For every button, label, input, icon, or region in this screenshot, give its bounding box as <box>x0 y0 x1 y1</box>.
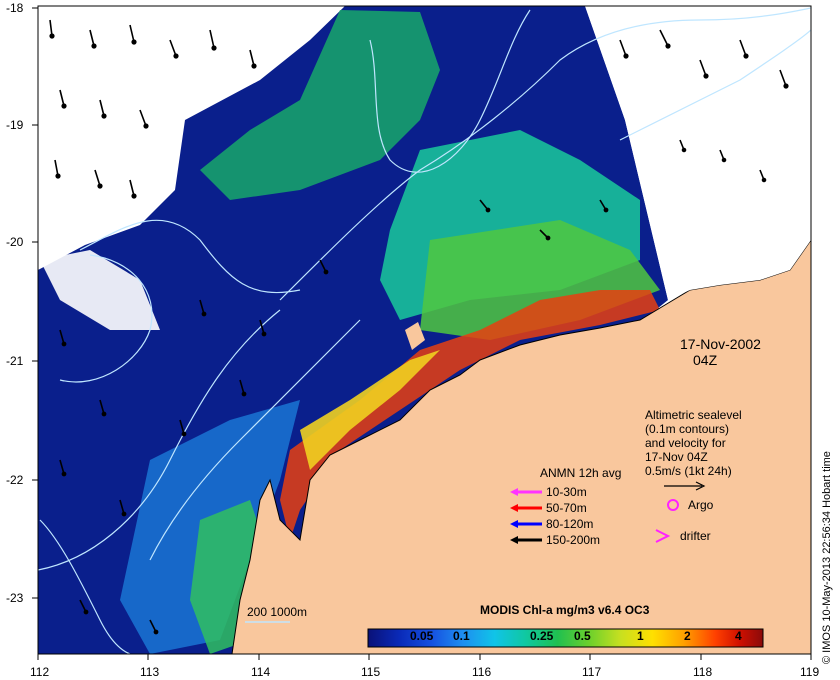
time-label: 04Z <box>693 352 718 368</box>
x-tick: 119 <box>800 665 819 679</box>
anmn-label: 50-70m <box>546 501 587 515</box>
anmn-label: 10-30m <box>546 485 587 499</box>
anmn-title: ANMN 12h avg <box>540 466 621 480</box>
cloud-patch <box>40 250 160 330</box>
altimetry-note: Altimetric sealevel (0.1m contours) and … <box>645 408 742 478</box>
x-tick: 115 <box>361 665 380 679</box>
anmn-legend: ANMN 12h avg 10-30m 50-70m 80-120m 150-2… <box>510 466 621 547</box>
colorbar: MODIS Chl-a mg/m3 v6.4 OC3 0.05 0.1 0.25… <box>367 603 764 648</box>
y-axis <box>32 7 38 599</box>
argo-legend: Argo <box>667 498 714 512</box>
y-tick: -19 <box>6 118 24 132</box>
drifter-legend: drifter <box>655 529 711 543</box>
chl-patch-north <box>200 10 440 200</box>
altimetry-line-4: 17-Nov 04Z <box>645 450 708 464</box>
drifter-label: drifter <box>680 529 711 543</box>
date-label: 17-Nov-2002 <box>680 336 761 352</box>
velocity-arrows <box>49 19 789 635</box>
anmn-item-10-30: 10-30m <box>510 485 587 499</box>
colorbar-tick: 4 <box>735 629 742 643</box>
x-tick: 117 <box>582 665 601 679</box>
credit-text: © IMOS 10-May-2013 22:56:34 Hobart time <box>821 451 833 664</box>
y-tick: -20 <box>6 235 24 249</box>
argo-marker-icon <box>667 499 679 511</box>
y-tick: -21 <box>6 354 24 368</box>
altimetry-line-1: Altimetric sealevel <box>645 408 742 422</box>
sealevel-contours <box>38 7 811 654</box>
bathymetry-legend: 200 1000m <box>245 605 307 623</box>
y-tick: -23 <box>6 591 24 605</box>
colorbar-tick: 0.25 <box>530 629 554 643</box>
bathy-label: 200 1000m <box>247 605 307 619</box>
colorbar-title: MODIS Chl-a mg/m3 v6.4 OC3 <box>480 603 650 617</box>
altimetry-line-5: 0.5m/s (1kt 24h) <box>645 464 732 478</box>
no-data-east <box>585 6 811 300</box>
x-tick: 118 <box>693 665 712 679</box>
anmn-item-80-120: 80-120m <box>510 517 593 531</box>
x-tick: 113 <box>140 665 159 679</box>
altimetry-line-2: (0.1m contours) <box>645 422 729 436</box>
y-tick: -22 <box>6 473 24 487</box>
island <box>405 322 425 350</box>
land-mass <box>232 240 811 654</box>
colorbar-tick: 0.05 <box>410 629 434 643</box>
anmn-label: 150-200m <box>546 533 600 547</box>
anmn-item-150-200: 150-200m <box>510 533 600 547</box>
x-tick: 112 <box>30 665 49 679</box>
colorbar-tick: 0.1 <box>453 629 470 643</box>
colorbar-tick: 1 <box>637 629 644 643</box>
drifter-marker-icon <box>655 529 671 543</box>
x-axis <box>37 654 812 660</box>
plot-frame <box>37 5 812 655</box>
x-tick: 116 <box>472 665 491 679</box>
altimetry-line-3: and velocity for <box>645 436 726 450</box>
chl-patch-coastal-yellow <box>300 350 440 470</box>
colorbar-ramp <box>367 628 764 648</box>
y-tick: -18 <box>6 1 24 15</box>
colorbar-tick: 0.5 <box>574 629 591 643</box>
x-tick: 114 <box>251 665 270 679</box>
anmn-label: 80-120m <box>546 517 593 531</box>
anmn-item-50-70: 50-70m <box>510 501 587 515</box>
argo-label: Argo <box>688 498 714 512</box>
colorbar-tick: 2 <box>684 629 691 643</box>
